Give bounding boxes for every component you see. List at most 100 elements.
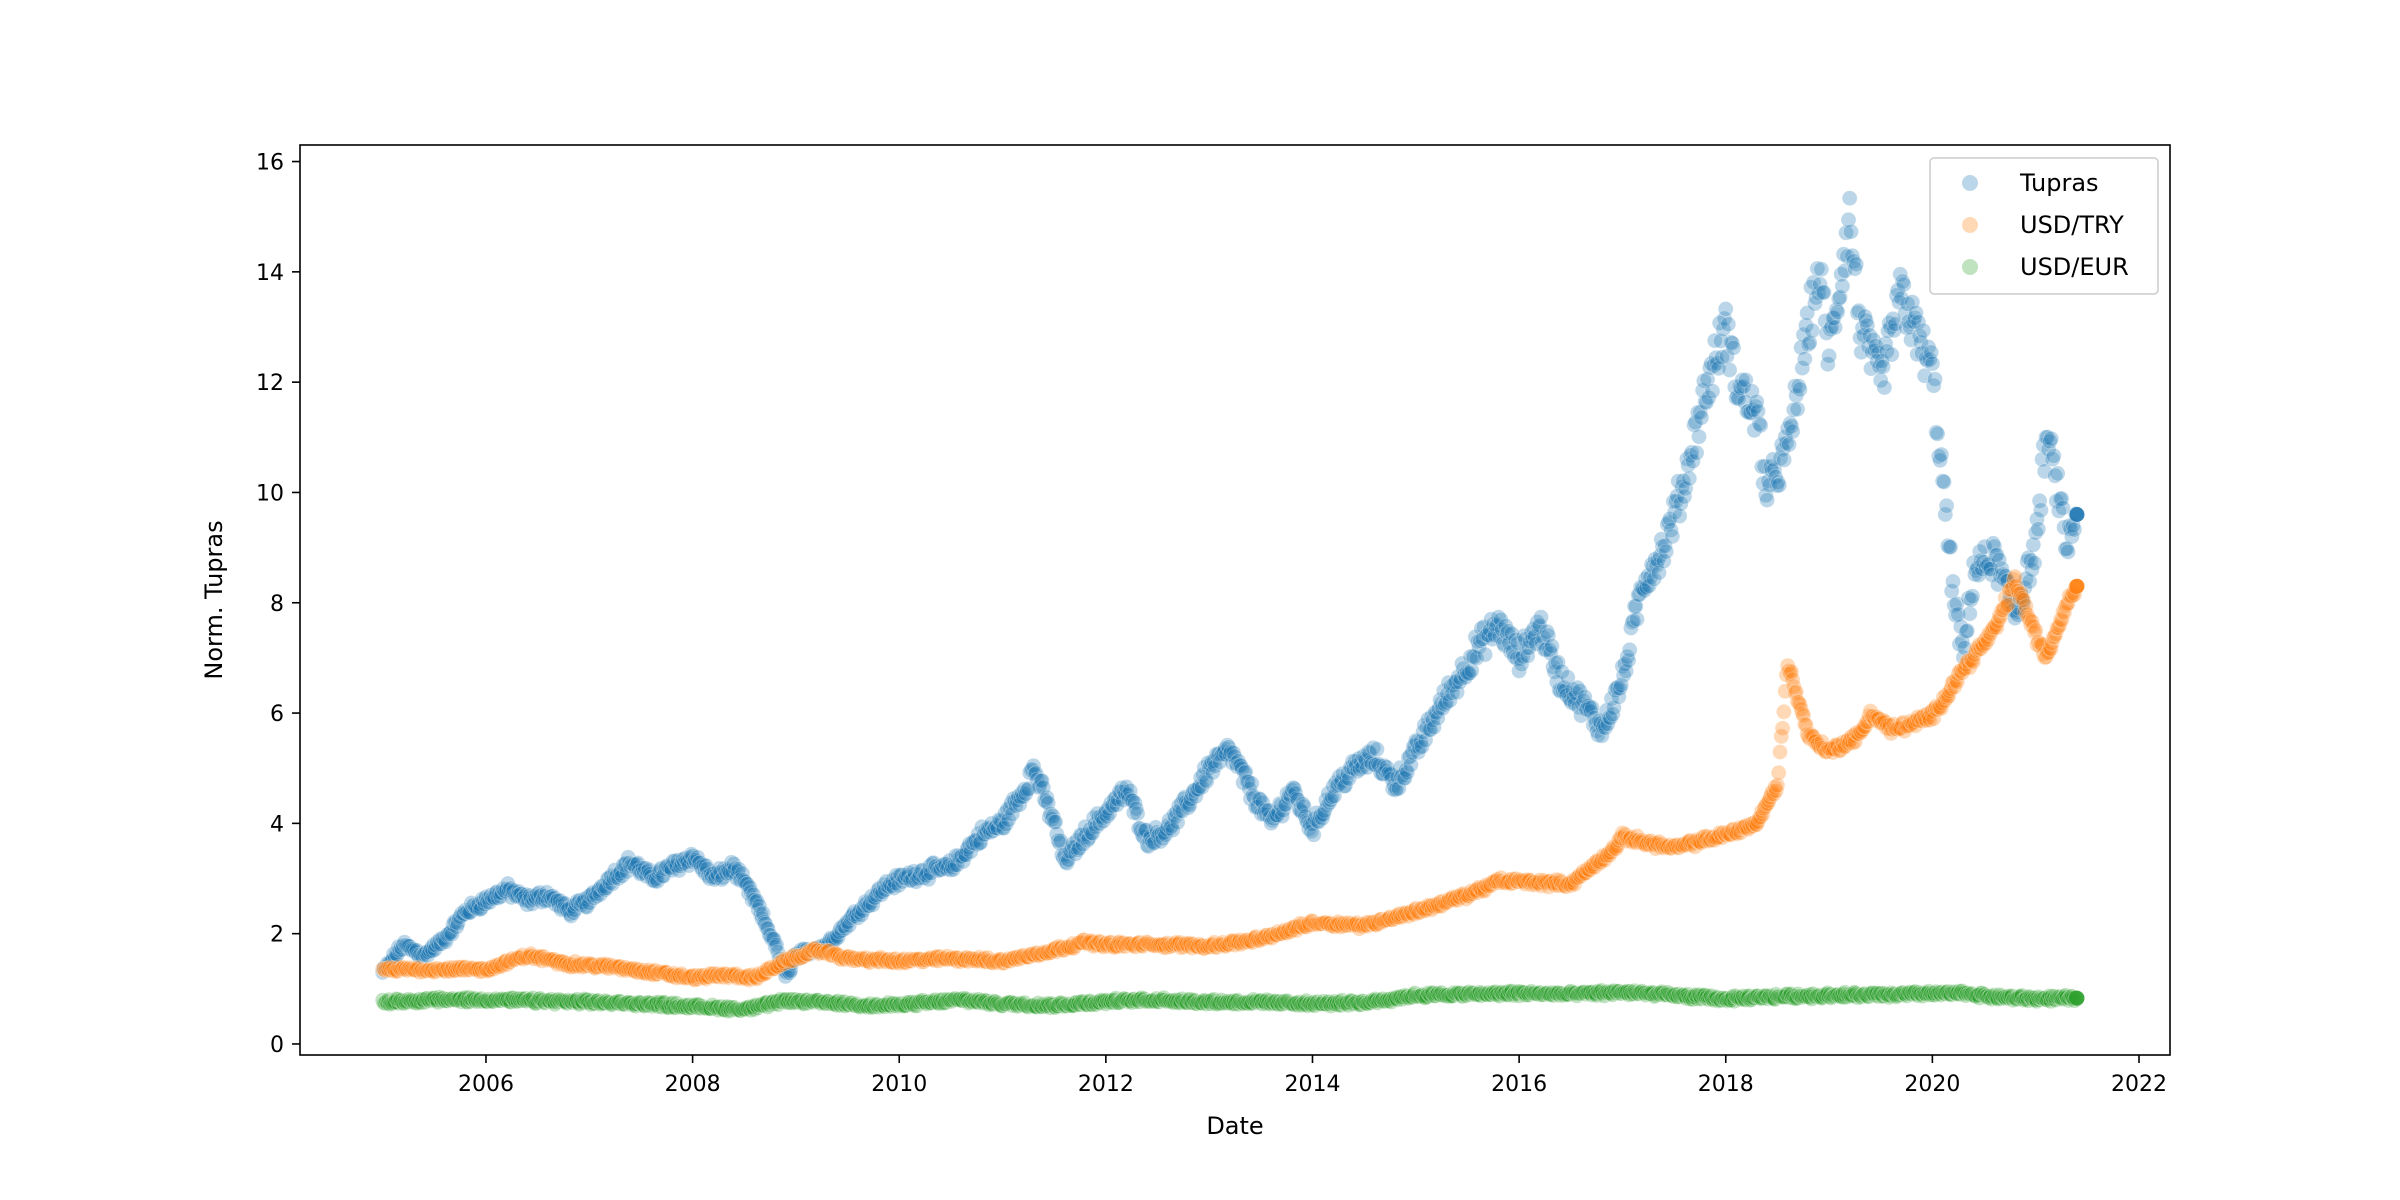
data-point	[456, 906, 473, 922]
x-tick-label: 2016	[1491, 1072, 1547, 1097]
data-point	[710, 867, 726, 884]
data-point	[718, 865, 735, 882]
data-point	[517, 892, 533, 909]
data-point	[1048, 826, 1065, 842]
data-point	[784, 955, 800, 972]
data-point	[487, 885, 504, 901]
data-point	[551, 898, 567, 914]
data-point	[878, 873, 895, 890]
data-point	[811, 943, 828, 960]
data-point	[513, 885, 530, 902]
data-point	[715, 869, 731, 886]
data-point	[894, 873, 911, 890]
data-point	[983, 815, 1000, 832]
data-point	[956, 846, 973, 863]
data-point	[1721, 362, 1738, 378]
data-point	[984, 823, 1001, 839]
data-point	[704, 868, 720, 885]
data-point	[695, 857, 712, 873]
data-point	[739, 876, 756, 892]
data-point	[866, 889, 882, 906]
data-point	[1843, 223, 1859, 240]
data-point	[961, 835, 978, 852]
data-point	[1776, 451, 1792, 468]
data-point	[609, 866, 626, 883]
data-point	[701, 870, 718, 887]
data-point	[750, 901, 767, 918]
data-point	[863, 888, 880, 905]
data-point	[420, 944, 437, 960]
data-point	[941, 852, 958, 869]
data-point	[709, 865, 725, 881]
data-point	[634, 860, 651, 876]
data-point	[587, 885, 604, 902]
data-point	[1015, 788, 1032, 805]
data-point	[882, 876, 898, 893]
data-point	[502, 880, 519, 897]
data-point	[565, 904, 582, 921]
data-point	[749, 893, 765, 909]
data-point	[959, 841, 975, 858]
data-point	[929, 860, 946, 877]
data-point	[760, 920, 776, 937]
data-point	[374, 964, 391, 981]
data-point	[1883, 346, 1900, 363]
data-point	[971, 835, 988, 852]
data-point	[453, 905, 470, 922]
data-point	[402, 941, 419, 957]
data-point	[797, 942, 814, 959]
data-point	[585, 884, 601, 901]
data-point	[434, 930, 451, 947]
data-point	[543, 891, 560, 907]
x-tick-label: 2022	[2111, 1072, 2167, 1097]
data-point	[824, 931, 840, 947]
x-tick-label: 2008	[665, 1072, 721, 1097]
data-point	[632, 866, 649, 882]
data-point	[611, 865, 628, 882]
data-point	[524, 896, 541, 912]
data-point	[484, 890, 500, 907]
data-point	[694, 862, 711, 878]
data-point	[521, 887, 538, 904]
y-tick-label: 4	[270, 812, 284, 837]
data-point	[918, 867, 934, 884]
data-point	[1091, 815, 1108, 832]
data-point	[1023, 762, 1039, 779]
data-point	[1080, 830, 1097, 847]
data-point	[690, 855, 707, 871]
data-point	[1658, 543, 1675, 560]
data-point	[726, 856, 742, 872]
data-point	[1816, 284, 1832, 301]
data-point	[651, 862, 668, 879]
data-point	[1961, 605, 1978, 622]
data-point	[848, 906, 865, 923]
data-point	[889, 869, 906, 885]
data-point	[790, 946, 807, 962]
data-point	[496, 882, 513, 899]
data-point	[859, 898, 876, 914]
data-point	[772, 954, 789, 971]
data-point	[580, 888, 596, 905]
data-point	[809, 942, 825, 959]
data-point	[471, 901, 488, 918]
data-point	[594, 878, 611, 895]
data-point	[925, 854, 942, 871]
data-point	[920, 871, 937, 888]
data-point	[535, 891, 551, 908]
data-point	[775, 960, 791, 977]
data-point	[560, 900, 577, 917]
data-point	[385, 946, 402, 962]
data-point	[592, 886, 609, 903]
data-point	[1681, 470, 1698, 487]
data-point	[980, 820, 996, 836]
data-point	[788, 946, 804, 962]
data-point	[650, 864, 667, 881]
data-point	[597, 881, 613, 898]
data-point	[1035, 779, 1052, 796]
y-tick-label: 8	[270, 592, 284, 617]
data-point	[391, 942, 408, 959]
data-point	[1012, 789, 1029, 806]
data-point	[1068, 832, 1085, 849]
data-point	[1071, 840, 1087, 857]
data-point	[419, 947, 436, 964]
